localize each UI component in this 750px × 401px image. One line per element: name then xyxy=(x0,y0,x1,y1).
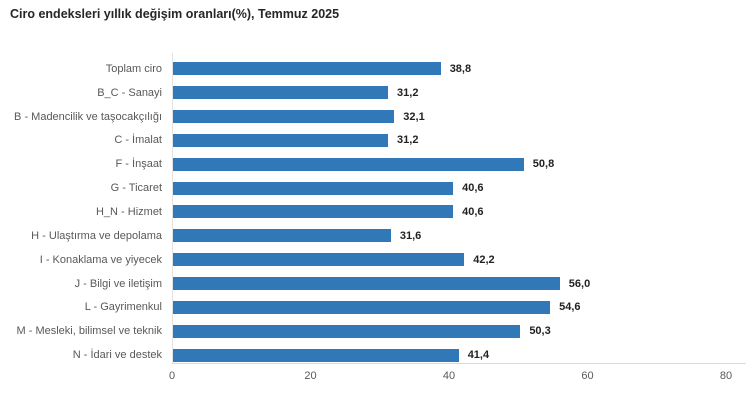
chart-row: F - İnşaat 50,8 xyxy=(0,152,726,176)
bar-track: 50,8 xyxy=(172,152,726,176)
bar xyxy=(172,133,389,147)
value-label: 50,8 xyxy=(532,158,555,171)
bar xyxy=(172,62,441,76)
value-label: 42,2 xyxy=(473,253,495,266)
chart-row: B - Madencilik ve taşocakçılığı 32,1 xyxy=(0,105,726,129)
bar xyxy=(172,253,465,267)
chart-row: G - Ticaret 40,6 xyxy=(0,176,726,200)
category-label: G - Ticaret xyxy=(110,182,162,195)
chart-row: H_N - Hizmet 40,6 xyxy=(0,200,726,224)
y-axis-line xyxy=(172,53,173,364)
category-label: H - Ulaştırma ve depolama xyxy=(31,229,162,242)
value-label: 31,2 xyxy=(397,86,419,99)
category-label: L - Gayrimenkul xyxy=(84,301,162,314)
bar-track: 31,6 xyxy=(172,224,726,248)
category-label: B_C - Sanayi xyxy=(97,86,162,99)
bar-track: 42,2 xyxy=(172,248,726,272)
x-tick-label: 20 xyxy=(304,370,317,382)
chart-row: J - Bilgi ve iletişim 56,0 xyxy=(0,272,726,296)
chart-row: H - Ulaştırma ve depolama 31,6 xyxy=(0,224,726,248)
bar-track: 31,2 xyxy=(172,129,726,153)
value-label: 32,1 xyxy=(403,110,425,123)
chart-row: B_C - Sanayi 31,2 xyxy=(0,81,726,105)
bar-track: 38,8 xyxy=(172,57,726,81)
bar-track: 56,0 xyxy=(172,272,726,296)
chart-row: I - Konaklama ve yiyecek 42,2 xyxy=(0,248,726,272)
chart-rows: Toplam ciro 38,8 B_C - Sanayi 31,2 B - Maden… xyxy=(0,57,726,367)
bar xyxy=(172,229,391,243)
value-label: 31,6 xyxy=(399,229,422,242)
value-label: 56,0 xyxy=(568,277,591,290)
category-label: J - Bilgi ve iletişim xyxy=(74,277,162,290)
bar xyxy=(172,110,395,124)
value-label: 41,4 xyxy=(467,349,490,362)
bar-track: 31,2 xyxy=(172,81,726,105)
x-tick-label: 0 xyxy=(168,370,176,382)
value-label: 40,6 xyxy=(462,205,484,218)
bar xyxy=(172,300,551,314)
x-tick-label: 40 xyxy=(442,370,456,382)
value-label: 38,8 xyxy=(449,62,472,75)
chart-row: L - Gayrimenkul 54,6 xyxy=(0,295,726,319)
bar xyxy=(172,324,521,338)
bar-track: 40,6 xyxy=(172,176,726,200)
x-axis-tick-labels: 0 20 40 60 80 xyxy=(168,370,732,384)
category-label: I - Konaklama ve yiyecek xyxy=(39,253,162,266)
bar-track: 50,3 xyxy=(172,319,726,343)
category-label: H_N - Hizmet xyxy=(95,205,162,218)
bar xyxy=(172,86,389,100)
value-label: 31,2 xyxy=(397,134,419,147)
bar-track: 41,4 xyxy=(172,343,726,367)
bar-track: 40,6 xyxy=(172,200,726,224)
category-label: C - İmalat xyxy=(114,134,162,147)
bar-track: 54,6 xyxy=(172,295,726,319)
x-tick-label: 80 xyxy=(719,370,733,382)
chart-row: C - İmalat 31,2 xyxy=(0,129,726,153)
category-label: M - Mesleki, bilimsel ve teknik xyxy=(16,325,162,338)
bar xyxy=(172,157,524,171)
bar xyxy=(172,205,454,219)
value-label: 54,6 xyxy=(559,301,581,314)
x-tick-label: 60 xyxy=(581,370,594,382)
chart-row: M - Mesleki, bilimsel ve teknik 50,3 xyxy=(0,319,726,343)
category-label: B - Madencilik ve taşocakçılığı xyxy=(14,110,162,123)
bar xyxy=(172,181,454,195)
bar-track: 32,1 xyxy=(172,105,726,129)
value-label: 50,3 xyxy=(529,325,551,338)
chart-row: Toplam ciro 38,8 xyxy=(0,57,726,81)
value-label: 40,6 xyxy=(462,182,484,195)
category-label: Toplam ciro xyxy=(105,62,162,75)
chart-row: N - İdari ve destek 41,4 xyxy=(0,343,726,367)
chart-title: Ciro endeksleri yıllık değişim oranları(… xyxy=(10,7,340,21)
bar xyxy=(172,277,560,291)
category-label: N - İdari ve destek xyxy=(72,349,162,362)
category-label: F - İnşaat xyxy=(115,158,162,171)
x-axis-line xyxy=(172,363,746,364)
bar xyxy=(172,348,459,362)
